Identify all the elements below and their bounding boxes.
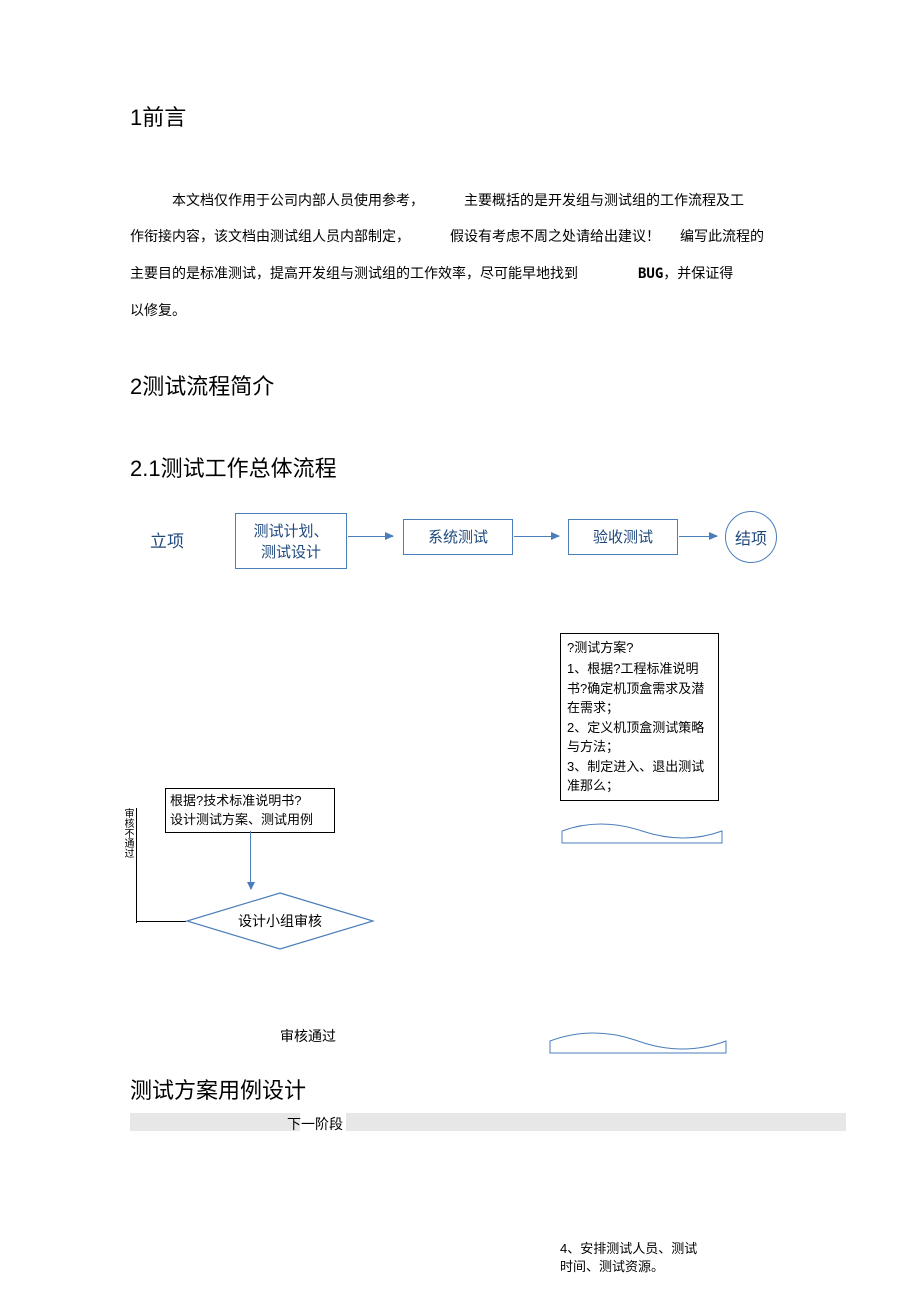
process-box-l1: 根据?技术标准说明书? <box>170 791 330 811</box>
document-page: 1前言 本文档仅作用于公司内部人员使用参考， 主要概括的是开发组与测试组的工作流程… <box>0 0 920 1253</box>
callout-title: ?测试方案? <box>567 638 712 658</box>
p-line2c: 编写此流程的 <box>680 228 764 244</box>
flow-node-acceptance-test: 验收测试 <box>568 519 678 555</box>
flow-node-end: 结项 <box>725 511 777 563</box>
callout-l1: 1、根据?工程标准说明书?确定机顶盒需求及潜在需求； <box>567 659 712 718</box>
p-line3b: ，并保证得 <box>663 265 733 281</box>
flow-node-system-test: 系统测试 <box>403 519 513 555</box>
heading-2-1-overall-flow: 2.1测试工作总体流程 <box>130 451 790 483</box>
pass-label: 审核通过 <box>280 1026 336 1046</box>
p-line3a: 主要目的是标准测试，提高开发组与测试组的工作效率，尽可能早地找到 <box>130 265 578 281</box>
flow-node-system-test-label: 系统测试 <box>428 526 488 547</box>
arrow-2 <box>514 536 559 537</box>
flow-node-start: 立项 <box>150 527 184 552</box>
p-line1a: 本文档仅作用于公司内部人员使用参考， <box>172 192 424 208</box>
callout-test-plan: ?测试方案? 1、根据?工程标准说明书?确定机顶盒需求及潜在需求； 2、定义机顶… <box>560 633 719 801</box>
gray-bar-right <box>346 1113 846 1131</box>
wave-shape-1 <box>560 813 725 845</box>
flow-node-plan-l2: 测试设计 <box>261 541 321 562</box>
arrow-down-to-diamond <box>250 831 251 889</box>
callout-l3: 3、制定进入、退出测试准那么； <box>567 757 712 796</box>
fail-loop-vline <box>136 808 137 923</box>
bottom-note-l2: 时间、测试资源。 <box>560 1258 720 1276</box>
flow-node-acceptance-test-label: 验收测试 <box>593 526 653 547</box>
p-line3mono: BUG <box>638 266 663 282</box>
p-line4: 以修复。 <box>130 302 186 318</box>
bottom-note: 4、安排测试人员、测试 时间、测试资源。 <box>560 1240 720 1276</box>
flow-node-plan: 测试计划、 测试设计 <box>235 513 347 569</box>
fail-loop-hline <box>136 921 186 922</box>
process-box-l2: 设计测试方案、测试用例 <box>170 810 330 830</box>
diamond-label: 设计小组审核 <box>238 911 322 931</box>
heading-2-flow-intro: 2测试流程简介 <box>130 369 790 401</box>
gray-bar-left <box>130 1113 300 1131</box>
p-line1b: 主要概括的是开发组与测试组的工作流程及工 <box>464 192 744 208</box>
p-line2a: 作衔接内容，该文档由测试组人员内部制定， <box>130 228 410 244</box>
wave-shape-2 <box>548 1021 728 1056</box>
next-stage-label: 下一阶段 <box>287 1114 343 1134</box>
flow-node-end-label: 结项 <box>735 525 767 549</box>
process-box-design: 根据?技术标准说明书? 设计测试方案、测试用例 <box>165 788 335 833</box>
bottom-note-l1: 4、安排测试人员、测试 <box>560 1240 720 1258</box>
arrow-1 <box>348 536 393 537</box>
heading-1-preface: 1前言 <box>130 100 790 132</box>
mid-section: ?测试方案? 1、根据?工程标准说明书?确定机顶盒需求及潜在需求； 2、定义机顶… <box>130 613 790 1213</box>
p-line2b: 假设有考虑不周之处请给出建议！ <box>450 228 660 244</box>
decision-diamond: 设计小组审核 <box>185 891 375 951</box>
preface-paragraph: 本文档仅作用于公司内部人员使用参考， 主要概括的是开发组与测试组的工作流程及工 作… <box>130 182 790 329</box>
flowchart-top-row: 立项 测试计划、 测试设计 系统测试 验收测试 结项 <box>130 513 790 573</box>
callout-l2: 2、定义机顶盒测试策略与方法； <box>567 718 712 757</box>
heading-design: 测试方案用例设计 <box>130 1073 306 1105</box>
arrow-3 <box>679 536 717 537</box>
vertical-label-fail: 审核不通过 <box>120 808 135 878</box>
flow-node-plan-l1: 测试计划、 <box>253 520 328 541</box>
